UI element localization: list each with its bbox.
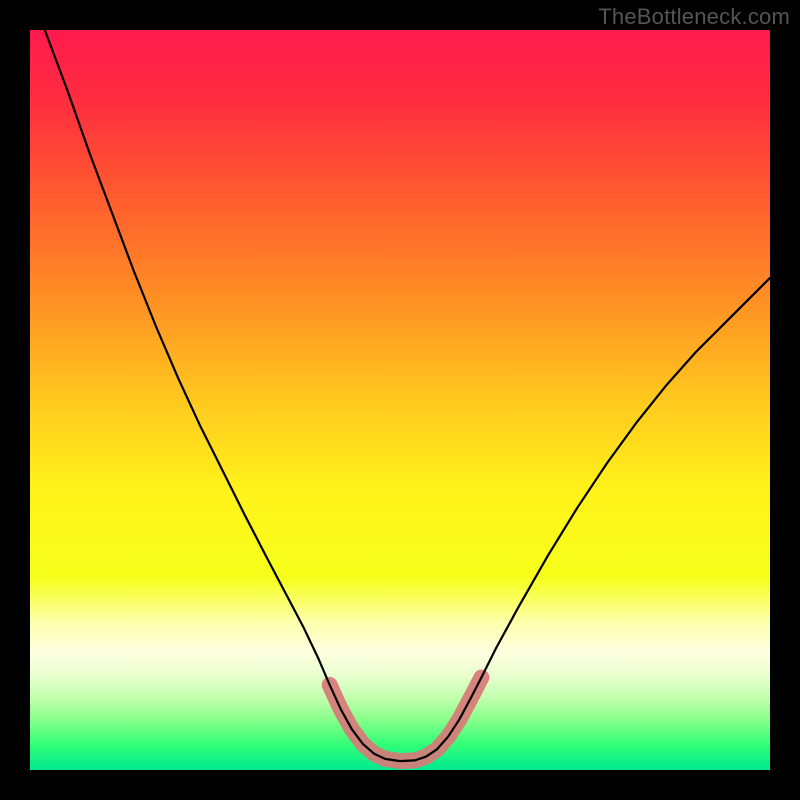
chart-stage: TheBottleneck.com (0, 0, 800, 800)
bottleneck-chart (0, 0, 800, 800)
watermark-text: TheBottleneck.com (598, 4, 790, 30)
plot-background (30, 30, 770, 770)
